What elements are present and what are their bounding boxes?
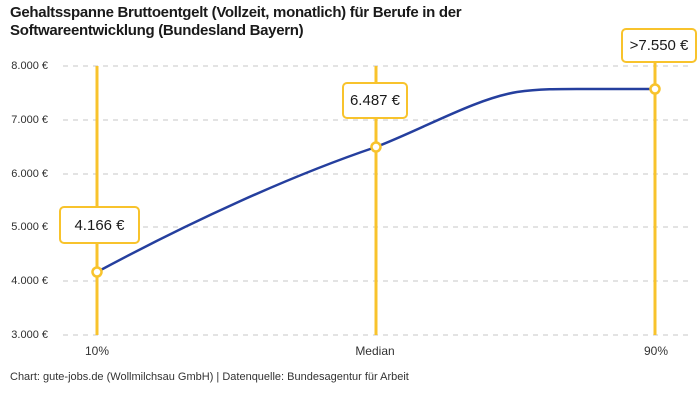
x-label-10pct: 10% xyxy=(84,344,110,358)
data-point-marker-90pct xyxy=(649,83,661,95)
y-tick-8000: 8.000 € xyxy=(11,60,48,72)
data-point-markers xyxy=(91,83,661,278)
data-point-marker-10pct xyxy=(91,266,103,278)
y-tick-5000: 5.000 € xyxy=(11,221,48,233)
chart-title-line2: Softwareentwicklung (Bundesland Bayern) xyxy=(10,22,304,39)
chart-title: Gehaltsspanne Bruttoentgelt (Vollzeit, m… xyxy=(10,4,462,40)
chart-source: Chart: gute-jobs.de (Wollmilchsau GmbH) … xyxy=(10,371,409,383)
x-label-90pct: 90% xyxy=(643,344,669,358)
y-tick-3000: 3.000 € xyxy=(11,329,48,341)
value-label-median: 6.487 € xyxy=(342,82,408,119)
data-point-marker-median xyxy=(370,141,382,153)
y-tick-4000: 4.000 € xyxy=(11,275,48,287)
y-tick-6000: 6.000 € xyxy=(11,168,48,180)
y-tick-7000: 7.000 € xyxy=(11,114,48,126)
x-label-median: Median xyxy=(355,344,395,358)
salary-curve xyxy=(96,87,655,274)
value-label-90pct: >7.550 € xyxy=(621,28,697,63)
chart-title-line1: Gehaltsspanne Bruttoentgelt (Vollzeit, m… xyxy=(10,4,462,21)
value-label-10pct: 4.166 € xyxy=(59,206,140,244)
